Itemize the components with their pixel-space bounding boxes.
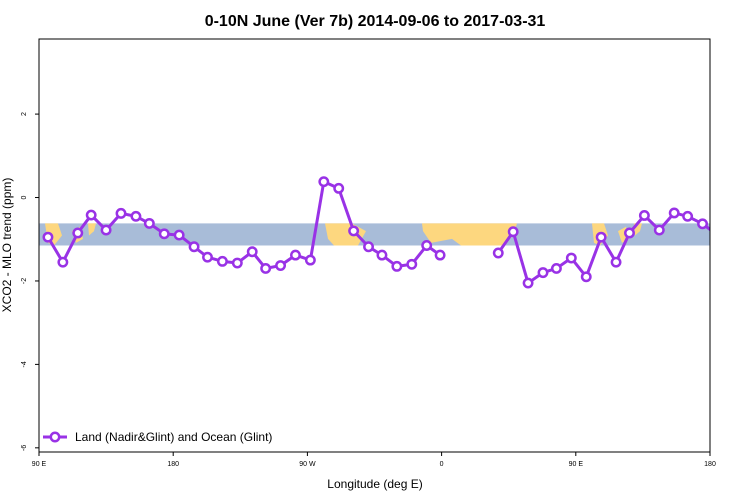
- data-point: [421, 240, 433, 251]
- series-layer: [42, 176, 721, 289]
- data-point: [246, 246, 258, 258]
- x-tick-label: 90 E: [32, 461, 47, 468]
- data-point: [275, 260, 287, 271]
- data-point: [682, 210, 694, 222]
- data-point: [85, 209, 97, 221]
- data-point: [318, 176, 330, 188]
- data-point: [100, 224, 112, 236]
- data-point: [72, 227, 84, 239]
- data-point: [713, 231, 721, 239]
- data-point: [565, 252, 577, 264]
- x-tick-label: 180: [704, 461, 716, 468]
- data-point: [537, 267, 549, 279]
- x-axis-label: Longitude (deg E): [327, 477, 422, 491]
- data-point: [595, 231, 607, 243]
- y-axis-label: XCO2 - MLO trend (ppm): [0, 178, 14, 313]
- map-band: [39, 223, 710, 246]
- y-tick-label: -4: [21, 361, 28, 367]
- x-tick-label: 180: [167, 461, 179, 468]
- data-point: [363, 241, 374, 253]
- y-axis: 2 0 -2 -4 -6: [21, 112, 39, 451]
- data-point: [57, 256, 69, 268]
- data-point: [115, 207, 127, 219]
- data-point: [290, 249, 301, 261]
- plot-frame: [38, 38, 711, 453]
- data-point: [333, 182, 345, 194]
- data-point: [376, 249, 388, 261]
- data-point: [158, 228, 170, 240]
- data-point: [668, 207, 680, 219]
- data-point: [492, 247, 504, 259]
- data-point: [42, 231, 54, 243]
- y-tick-label: 0: [21, 195, 28, 199]
- data-point: [406, 258, 418, 270]
- data-point: [231, 257, 243, 269]
- y-tick-label: -2: [21, 278, 28, 284]
- data-point: [550, 262, 562, 274]
- legend-label: Land (Nadir&Glint) and Ocean (Glint): [75, 430, 272, 444]
- data-point: [638, 210, 650, 221]
- legend-marker: [49, 431, 61, 443]
- x-tick-label: 90 E: [569, 461, 584, 468]
- data-point: [143, 217, 155, 229]
- data-point: [624, 227, 635, 239]
- series-line: [46, 180, 441, 270]
- data-point: [391, 260, 403, 272]
- x-tick-label: 0: [440, 461, 444, 468]
- chart-title: 0-10N June (Ver 7b) 2014-09-06 to 2017-0…: [205, 13, 546, 30]
- data-point: [653, 224, 665, 236]
- ocean-band: [39, 223, 710, 246]
- series-line: [497, 211, 710, 285]
- x-axis: 90 E 180 90 W 0 90 E 180: [32, 452, 716, 468]
- land-patch: [88, 223, 96, 236]
- data-point: [697, 218, 708, 230]
- x-tick-label: 90 W: [299, 461, 316, 468]
- data-point: [188, 241, 200, 253]
- data-point: [348, 225, 360, 237]
- data-point: [130, 210, 142, 222]
- y-tick-label: 2: [21, 112, 28, 116]
- legend: Land (Nadir&Glint) and Ocean (Glint): [43, 430, 272, 444]
- data-point: [304, 254, 316, 266]
- data-point: [580, 271, 592, 283]
- data-point: [610, 256, 622, 268]
- data-point: [202, 251, 213, 263]
- data-point: [173, 229, 185, 241]
- data-point: [522, 277, 534, 289]
- data-point: [216, 255, 228, 267]
- y-tick-label: -6: [21, 445, 28, 451]
- data-point: [260, 262, 272, 274]
- data-point: [434, 249, 446, 261]
- data-point: [507, 226, 519, 238]
- land-patch: [422, 223, 517, 246]
